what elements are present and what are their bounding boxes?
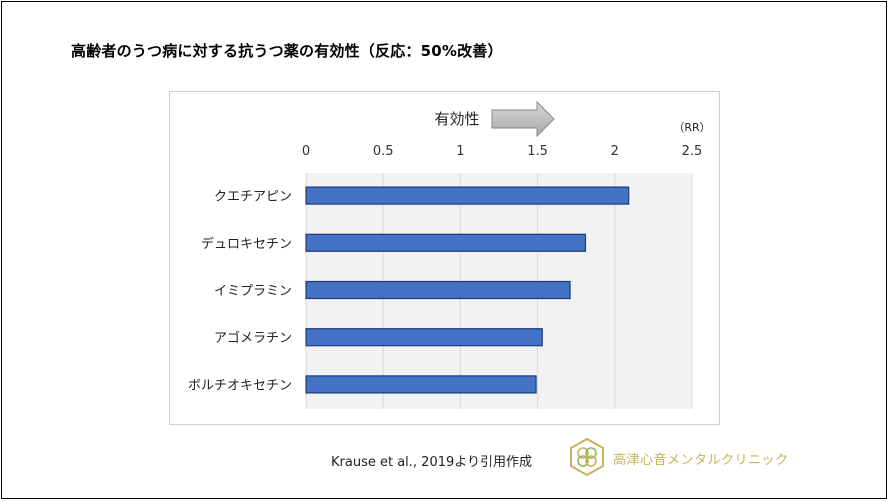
effectiveness-arrow-icon bbox=[491, 100, 555, 138]
bar-chart: 0 0.5 1 1.5 2 2.5 クエチアピンデュロキセチンイミプラミンアゴメラチンボル… bbox=[188, 100, 711, 409]
category-label: ボルチオキセチン bbox=[188, 378, 292, 393]
category-label: イミプラミン bbox=[214, 284, 292, 299]
citation: Krause et al., 2019より引用作成 bbox=[331, 455, 533, 470]
bar bbox=[305, 280, 571, 300]
category-label: クエチアピン bbox=[214, 190, 292, 205]
x-tick-label: 0.5 bbox=[373, 144, 394, 159]
unit-label: （RR） bbox=[673, 121, 710, 134]
category-label: アゴメラチン bbox=[214, 330, 292, 346]
clinic-name: 高津心音メンタルクリニック bbox=[613, 453, 789, 468]
clinic-logo-icon bbox=[570, 438, 604, 476]
x-tick-label: 2 bbox=[611, 144, 619, 159]
chart-container: 0 0.5 1 1.5 2 2.5 クエチアピンデュロキセチンイミプラミン アゴメラチンボル… bbox=[169, 91, 720, 425]
x-tick-label: 2.5 bbox=[682, 144, 703, 159]
category-label: デュロキセチン bbox=[201, 236, 292, 252]
x-tick-labels: 0 0.5 1 1.5 2 2.5 bbox=[302, 144, 702, 159]
x-tick-label: 0 bbox=[302, 144, 310, 159]
x-tick-label: 1.5 bbox=[527, 144, 548, 159]
bar bbox=[305, 233, 587, 252]
arrow-label: 有効性 bbox=[434, 110, 479, 128]
bar bbox=[305, 186, 630, 205]
bar bbox=[305, 375, 537, 394]
bar bbox=[305, 328, 543, 347]
slide-title: 高齢者のうつ病に対する抗うつ薬の有効性（反応：50%改善） bbox=[71, 42, 503, 60]
x-tick-label: 1 bbox=[456, 144, 464, 159]
bars bbox=[305, 186, 630, 394]
